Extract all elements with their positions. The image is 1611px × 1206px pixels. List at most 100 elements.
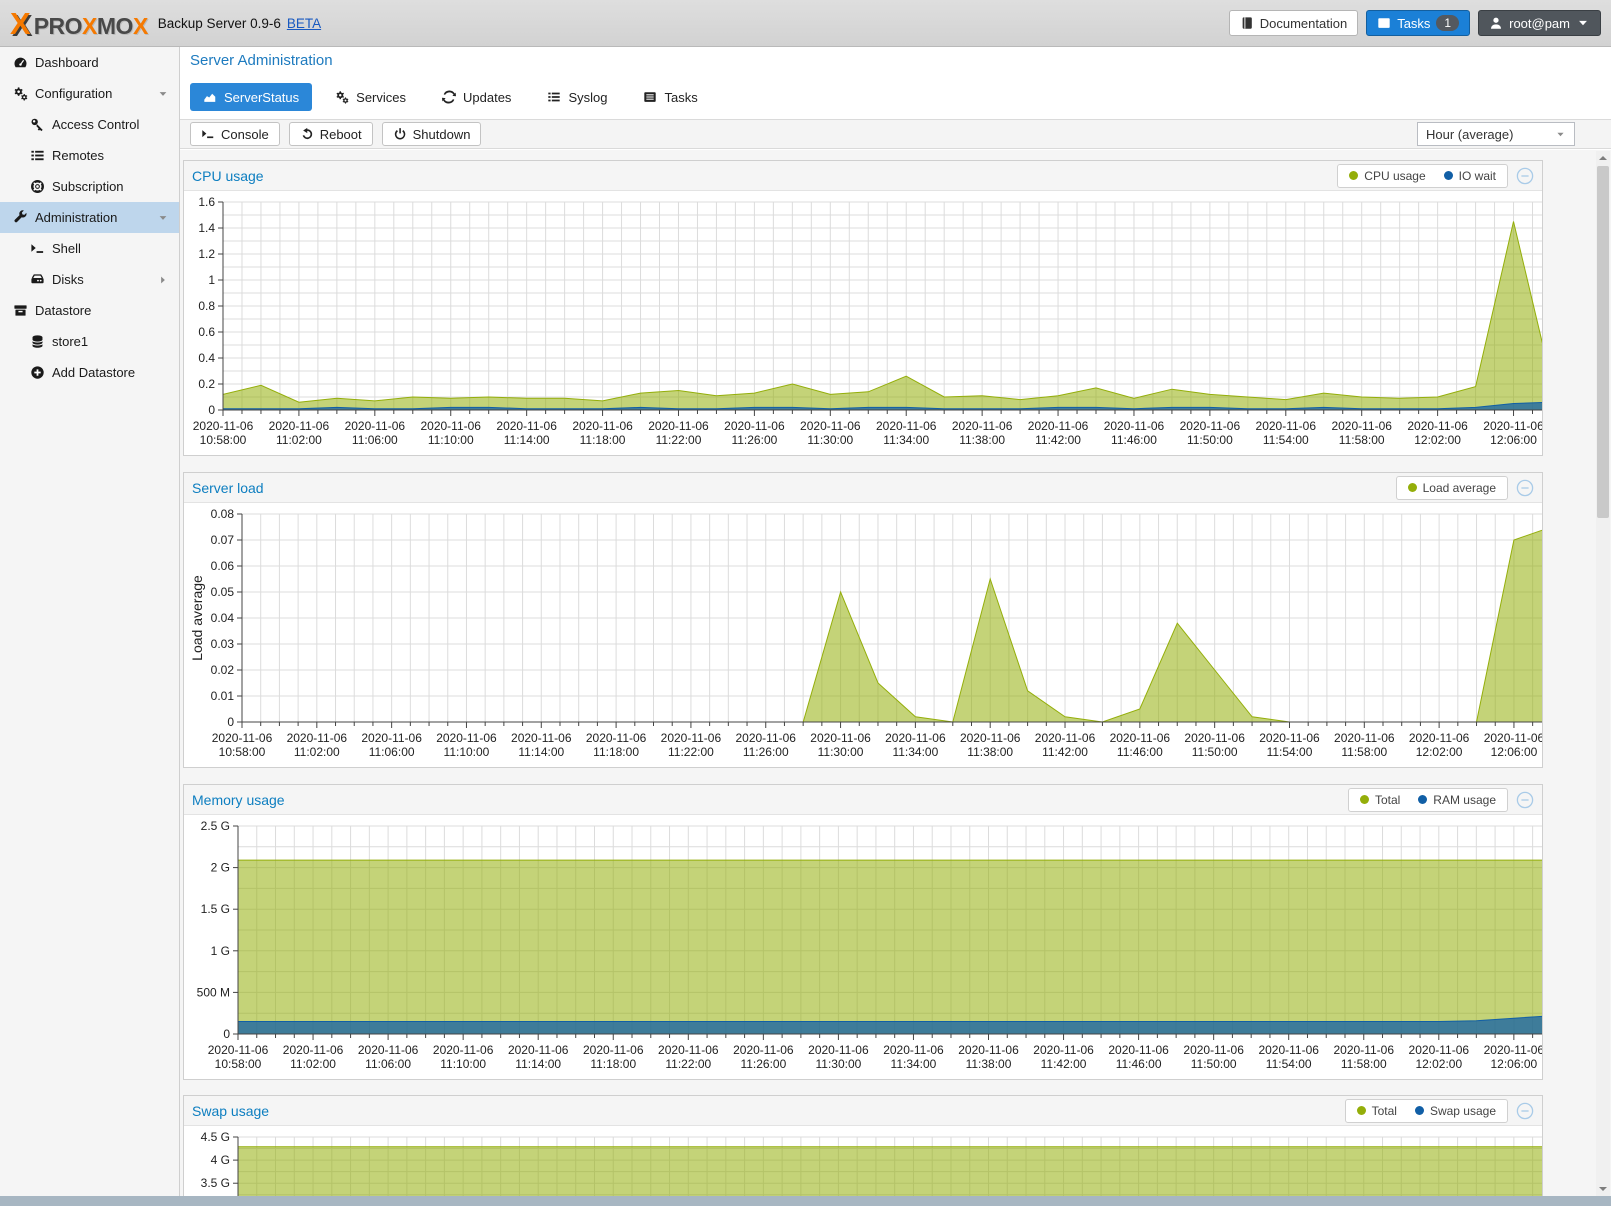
svg-text:2020-11-06: 2020-11-06 [1407,419,1468,433]
sidebar-item-dashboard[interactable]: Dashboard [0,47,179,78]
beta-link[interactable]: BETA [286,15,322,31]
svg-text:0.05: 0.05 [211,585,235,599]
timeframe-select[interactable]: Hour (average) [1417,122,1575,146]
svg-text:0.6: 0.6 [198,325,215,339]
chevron-down-icon [1557,132,1564,136]
sidebar-item-remotes[interactable]: Remotes [0,140,179,171]
svg-text:11:06:00: 11:06:00 [352,433,398,447]
svg-text:2020-11-06: 2020-11-06 [883,1043,944,1057]
svg-text:2020-11-06: 2020-11-06 [1184,731,1245,745]
chevron-right-icon [157,274,169,286]
svg-text:11:02:00: 11:02:00 [276,433,322,447]
collapse-icon[interactable] [1516,1102,1534,1120]
sidebar-item-subscription[interactable]: Subscription [0,171,179,202]
svg-text:11:34:00: 11:34:00 [883,433,929,447]
panel-header: Memory usage Total RAM usage [184,785,1542,815]
svg-text:0: 0 [223,1027,230,1041]
collapse-icon[interactable] [1516,791,1534,809]
svg-text:11:50:00: 11:50:00 [1191,1057,1237,1071]
gears-icon [335,90,349,104]
reboot-button[interactable]: Reboot [288,122,373,146]
svg-text:2020-11-06: 2020-11-06 [1484,731,1542,745]
svg-text:1: 1 [208,273,215,287]
svg-text:11:18:00: 11:18:00 [593,745,639,759]
svg-text:2020-11-06: 2020-11-06 [496,419,557,433]
scroll-down-arrow[interactable] [1596,1182,1610,1196]
vertical-scrollbar[interactable] [1596,151,1610,1196]
sidebar-item-access-control[interactable]: Access Control [0,109,179,140]
svg-text:2020-11-06: 2020-11-06 [583,1043,644,1057]
legend-dot [1349,171,1359,180]
legend-dot [1414,1106,1424,1115]
svg-text:3.5 G: 3.5 G [201,1176,230,1190]
cpu-usage-panel: CPU usage CPU usage IO wait 0 0.2 0.4 0.6 0.… [183,160,1544,456]
gauge-icon [13,55,28,70]
svg-text:2020-11-06: 2020-11-06 [208,1043,269,1057]
svg-text:11:42:00: 11:42:00 [1035,433,1081,447]
svg-text:12:06:00: 12:06:00 [1490,1057,1537,1071]
svg-text:2020-11-06: 2020-11-06 [193,419,254,433]
svg-text:11:58:00: 11:58:00 [1339,433,1385,447]
svg-text:1.4: 1.4 [198,221,215,235]
svg-text:11:38:00: 11:38:00 [966,1057,1012,1071]
svg-text:2020-11-06: 2020-11-06 [287,731,348,745]
tasklist-icon [1377,16,1391,30]
sidebar-item-add-datastore[interactable]: Add Datastore [0,357,179,388]
legend-item: Load average [1407,481,1496,495]
svg-text:11:42:00: 11:42:00 [1042,745,1088,759]
collapse-icon[interactable] [1516,479,1534,497]
svg-text:2020-11-06: 2020-11-06 [1035,731,1096,745]
collapse-icon[interactable] [1516,167,1534,185]
legend-dot [1407,483,1417,492]
svg-text:2020-11-06: 2020-11-06 [1484,1043,1542,1057]
sidebar-item-disks[interactable]: Disks [0,264,179,295]
svg-text:2020-11-06: 2020-11-06 [876,419,937,433]
svg-text:2020-11-06: 2020-11-06 [733,1043,794,1057]
svg-text:11:30:00: 11:30:00 [807,433,853,447]
tab-tasks[interactable]: Tasks [630,83,710,111]
panel-title: Swap usage [192,1102,270,1119]
documentation-button[interactable]: Documentation [1228,10,1359,36]
svg-text:2020-11-06: 2020-11-06 [269,419,330,433]
tab-syslog[interactable]: Syslog [534,83,620,111]
svg-text:11:26:00: 11:26:00 [731,433,777,447]
svg-text:11:22:00: 11:22:00 [668,745,714,759]
legend-item: RAM usage [1418,793,1496,807]
sidebar-item-datastore[interactable]: Datastore [0,295,179,326]
legend-dot [1359,795,1369,804]
shutdown-button[interactable]: Shutdown [381,122,482,146]
cpu-usage-chart: 0 0.2 0.4 0.6 0.8 1 1.2 1.4 1.6 2020-11-06 10:58:0… [184,192,1544,455]
tasks-button[interactable]: Tasks 1 [1366,10,1471,36]
svg-text:2020-11-06: 2020-11-06 [658,1043,719,1057]
scroll-up-arrow[interactable] [1596,151,1610,165]
tab-serverstatus[interactable]: ServerStatus [190,83,313,111]
server-load-panel: Server load Load average 0 0.01 0.02 0.03 0.… [183,472,1545,768]
svg-text:0.03: 0.03 [211,637,235,651]
hdd-icon [30,272,45,287]
tab-updates[interactable]: Updates [429,83,524,111]
tab-bar: ServerStatus Services Updates Syslog Tas… [190,83,711,111]
sidebar-item-configuration[interactable]: Configuration [0,78,179,109]
tasks-label: Tasks [1397,15,1431,31]
gears-icon [13,86,28,101]
user-icon [1489,16,1503,30]
sidebar-item-administration[interactable]: Administration [0,202,179,233]
sidebar-item-store1[interactable]: store1 [0,326,179,357]
svg-text:11:26:00: 11:26:00 [743,745,789,759]
svg-text:2020-11-06: 2020-11-06 [508,1043,569,1057]
svg-text:11:02:00: 11:02:00 [290,1057,336,1071]
console-button[interactable]: Console [190,122,280,146]
panel-title: Server load [192,479,264,496]
user-menu-button[interactable]: root@pam [1478,10,1601,36]
svg-text:11:58:00: 11:58:00 [1341,1057,1387,1071]
svg-text:1.6: 1.6 [198,195,215,209]
legend-item: IO wait [1443,169,1496,183]
scrollbar-thumb[interactable] [1597,166,1609,518]
list-icon [547,90,561,104]
svg-text:0.04: 0.04 [211,611,235,625]
tab-services[interactable]: Services [322,83,419,111]
svg-text:12:06:00: 12:06:00 [1490,433,1537,447]
sidebar-item-shell[interactable]: Shell [0,233,179,264]
svg-text:4.5 G: 4.5 G [201,1130,230,1144]
svg-text:2020-11-06: 2020-11-06 [212,731,273,745]
